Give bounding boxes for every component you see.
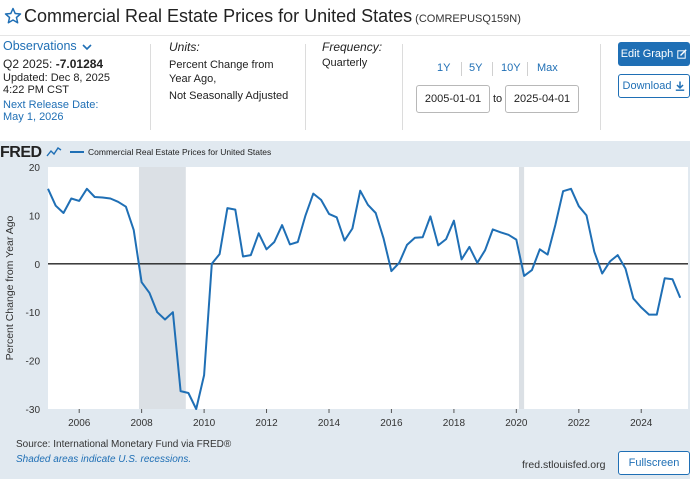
range-divider	[461, 62, 462, 76]
legend-swatch	[70, 151, 84, 153]
edit-graph-label: Edit Graph	[620, 48, 674, 60]
x-tick-label: 2010	[193, 418, 216, 429]
units-panel: Units: Percent Change from Year Ago, Not…	[169, 40, 309, 130]
range-max-button[interactable]: Max	[537, 62, 558, 74]
observations-label: Observations	[3, 39, 77, 53]
fred-chart-icon	[45, 147, 61, 157]
series-title: Commercial Real Estate Prices for United…	[24, 6, 413, 26]
x-tick-label: 2006	[68, 418, 91, 429]
download-icon	[676, 81, 685, 91]
x-tick-label: 2008	[130, 418, 153, 429]
x-tick-label: 2018	[443, 418, 466, 429]
recession-band	[518, 167, 525, 409]
x-tick-label: 2024	[630, 418, 653, 429]
y-tick-label: 20	[29, 163, 41, 174]
chart-legend: Commercial Real Estate Prices for United…	[70, 147, 271, 157]
divider	[150, 44, 151, 130]
range-divider	[492, 62, 493, 76]
series-line	[47, 187, 682, 410]
y-tick-label: -10	[26, 308, 41, 319]
latest-observation: Q2 2025: -7.01284	[3, 58, 143, 70]
units-line-3: Not Seasonally Adjusted	[169, 89, 289, 102]
fullscreen-button[interactable]: Fullscreen	[618, 451, 690, 475]
next-release-date: May 1, 2026	[3, 111, 64, 123]
chevron-down-icon	[82, 44, 92, 50]
y-tick-label: 10	[29, 211, 41, 222]
divider	[402, 44, 403, 130]
y-tick-label: -30	[26, 405, 41, 416]
fred-url: fred.stlouisfed.org	[522, 459, 606, 471]
end-date-input[interactable]	[505, 85, 579, 113]
units-line-1: Percent Change from	[169, 58, 274, 71]
divider	[600, 44, 601, 130]
units-label: Units:	[169, 40, 200, 54]
x-tick-label: 2016	[380, 418, 403, 429]
x-tick-label: 2022	[568, 418, 591, 429]
y-tick-label: -20	[26, 357, 41, 368]
range-10y-button[interactable]: 10Y	[501, 62, 521, 74]
x-tick-label: 2014	[318, 418, 341, 429]
fred-logo: FRED	[0, 144, 62, 162]
observations-panel: Observations Q2 2025: -7.01284 Updated: …	[3, 40, 143, 130]
next-release-link[interactable]: Next Release Date: May 1, 2026	[3, 99, 143, 123]
next-release-label: Next Release Date:	[3, 99, 99, 111]
updated-date: Updated: Dec 8, 2025	[3, 72, 111, 84]
date-range-to-label: to	[493, 93, 503, 105]
divider	[305, 44, 306, 130]
y-axis-label: Percent Change from Year Ago	[4, 215, 16, 360]
fred-logo-text: FRED	[0, 144, 42, 161]
x-tick-label: 2020	[505, 418, 528, 429]
range-1y-button[interactable]: 1Y	[437, 62, 451, 74]
star-icon[interactable]	[4, 7, 22, 25]
download-button[interactable]: Download	[618, 74, 690, 98]
range-divider	[527, 62, 528, 76]
frequency-label: Frequency:	[322, 40, 383, 54]
updated-time: 4:22 PM CST	[3, 84, 70, 96]
chart-source: Source: International Monetary Fund via …	[16, 439, 232, 450]
frequency-value: Quarterly	[322, 57, 368, 69]
edit-icon	[677, 49, 687, 59]
observations-dropdown[interactable]: Observations	[3, 40, 143, 52]
y-tick-label: 0	[34, 260, 40, 271]
observation-period: Q2 2025:	[3, 57, 53, 71]
edit-graph-button[interactable]: Edit Graph	[618, 42, 690, 66]
units-line-2: Year Ago,	[169, 73, 217, 85]
x-tick-label: 2012	[255, 418, 278, 429]
page-header: Commercial Real Estate Prices for United…	[0, 0, 690, 36]
frequency-panel: Frequency: Quarterly	[322, 40, 412, 130]
page-title: Commercial Real Estate Prices for United…	[24, 6, 521, 27]
legend-label: Commercial Real Estate Prices for United…	[88, 147, 272, 157]
start-date-input[interactable]	[416, 85, 490, 113]
series-id: (COMREPUSQ159N)	[415, 13, 521, 25]
download-label: Download	[622, 80, 672, 92]
range-5y-button[interactable]: 5Y	[469, 62, 483, 74]
recession-note: Shaded areas indicate U.S. recessions.	[16, 454, 192, 465]
observation-value: -7.01284	[55, 57, 104, 71]
